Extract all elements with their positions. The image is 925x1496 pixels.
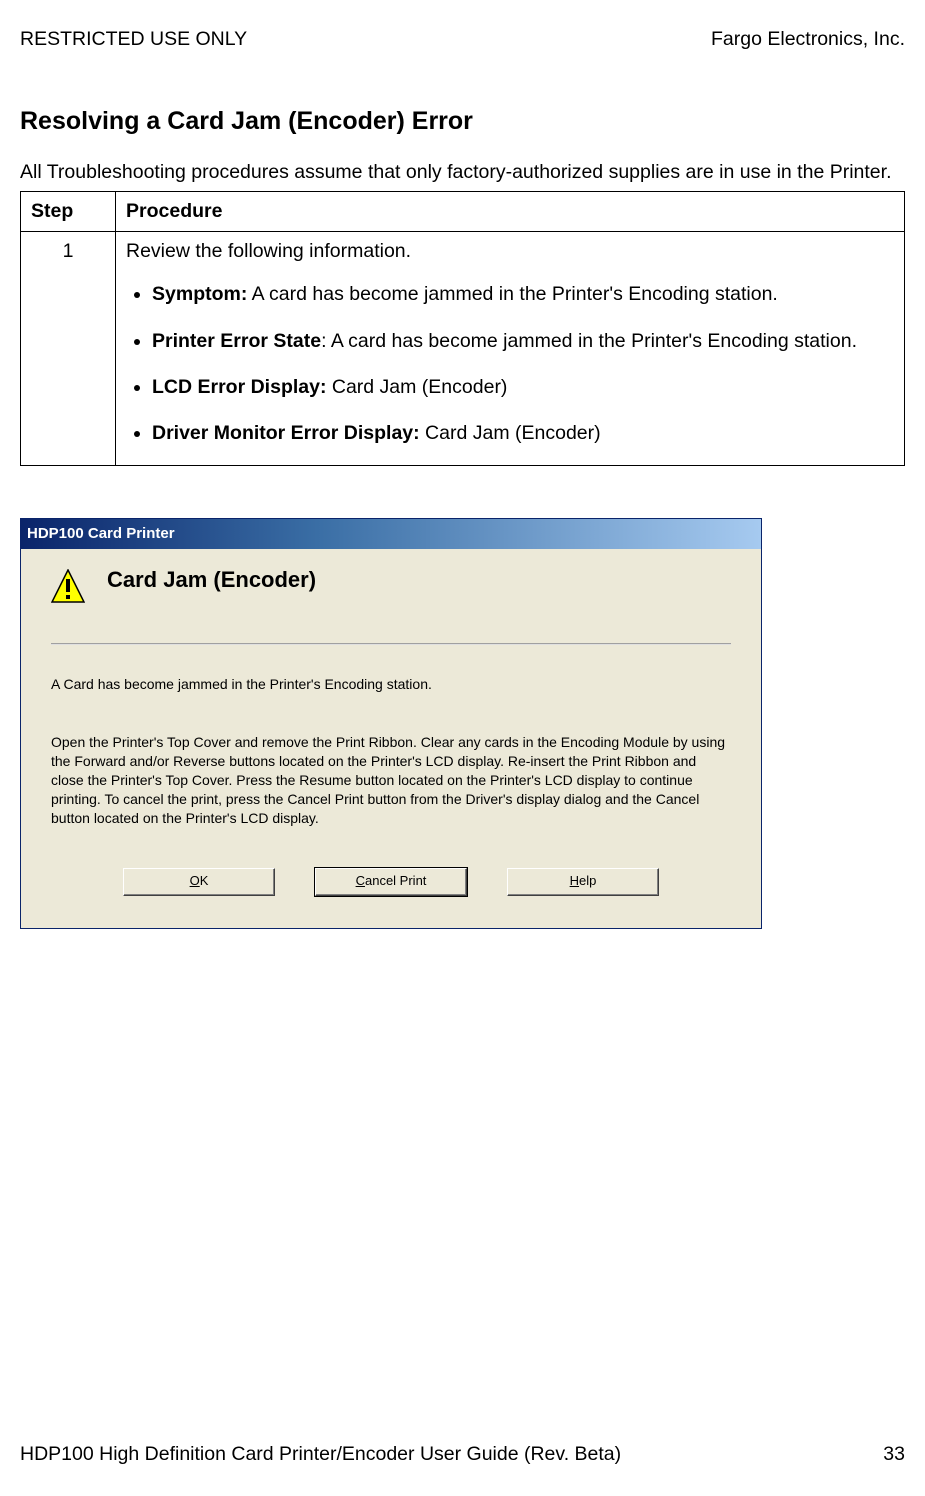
procedure-table: Step Procedure 1 Review the following in… [20,191,905,465]
ok-button[interactable]: OK [123,868,275,896]
bullet-error-state: Printer Error State: A card has become j… [152,328,894,354]
section-title: Resolving a Card Jam (Encoder) Error [20,107,905,136]
label-lcd: LCD Error Display: [152,376,326,398]
text-driver: Card Jam (Encoder) [420,422,601,444]
warning-icon [51,569,85,603]
label-driver: Driver Monitor Error Display: [152,422,420,444]
bullet-driver: Driver Monitor Error Display: Card Jam (… [152,420,894,446]
dialog-titlebar-text: HDP100 Card Printer [27,525,175,542]
dialog-text-1: A Card has become jammed in the Printer'… [51,675,731,694]
label-error-state: Printer Error State [152,330,321,352]
text-symptom: A card has become jammed in the Printer'… [247,283,778,305]
bullet-lcd: LCD Error Display: Card Jam (Encoder) [152,374,894,400]
cancel-rest: ancel Print [365,873,426,888]
help-rest: elp [579,873,596,888]
help-button[interactable]: Help [507,868,659,896]
help-mnemonic: H [570,873,579,888]
dialog-text-2: Open the Printer's Top Cover and remove … [51,733,731,827]
cancel-mnemonic: C [356,873,365,888]
dialog-titlebar: HDP100 Card Printer [21,519,761,549]
page-number: 33 [883,1443,905,1466]
header-right: Fargo Electronics, Inc. [711,28,905,51]
dialog-heading: Card Jam (Encoder) [107,567,316,593]
text-lcd: Card Jam (Encoder) [326,376,507,398]
error-dialog: HDP100 Card Printer Card Jam (Encoder) A… [20,518,762,929]
page-header: RESTRICTED USE ONLY Fargo Electronics, I… [20,28,905,51]
ok-rest: K [200,873,209,888]
intro-text: All Troubleshooting procedures assume th… [20,160,905,185]
footer-left: HDP100 High Definition Card Printer/Enco… [20,1443,621,1466]
dialog-divider [51,643,731,645]
procedure-lead: Review the following information. [126,240,894,263]
bullet-symptom: Symptom: A card has become jammed in the… [152,281,894,307]
label-symptom: Symptom: [152,283,247,305]
procedure-cell: Review the following information. Sympto… [116,232,905,465]
step-number: 1 [21,232,116,465]
ok-mnemonic: O [190,873,200,888]
header-left: RESTRICTED USE ONLY [20,28,247,51]
th-step: Step [21,192,116,232]
th-procedure: Procedure [116,192,905,232]
text-error-state: A card has become jammed in the Printer'… [326,330,857,352]
page-footer: HDP100 High Definition Card Printer/Enco… [20,1443,905,1466]
cancel-print-button[interactable]: Cancel Print [315,868,467,896]
